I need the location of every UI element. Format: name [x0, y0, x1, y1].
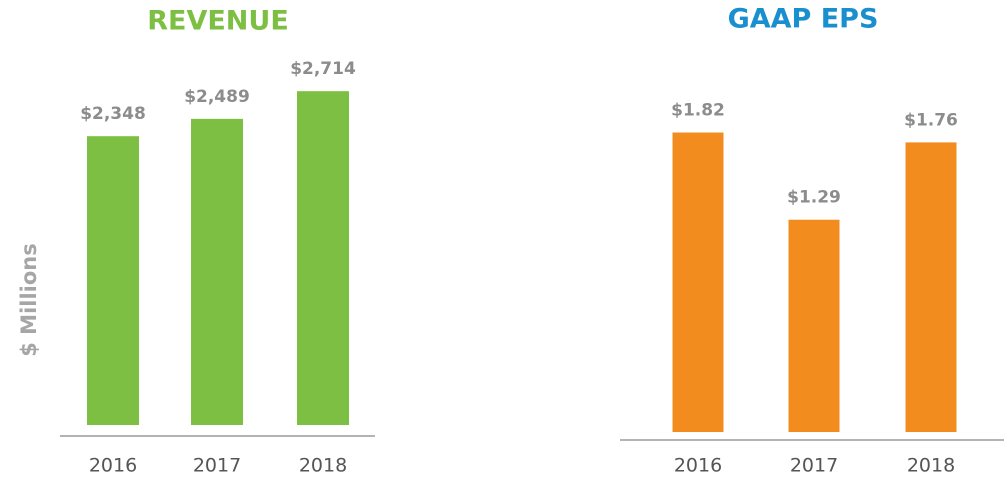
chart-title: REVENUE	[147, 6, 289, 37]
bar	[297, 91, 349, 425]
x-tick-label: 2016	[89, 455, 137, 477]
value-label: $1.29	[787, 188, 841, 208]
value-label: $2,348	[80, 104, 146, 124]
bar	[87, 136, 139, 426]
x-tick-label: 2018	[299, 455, 347, 477]
bar	[788, 219, 840, 432]
chart-title: GAAP EPS	[728, 4, 879, 35]
y-axis-label: $ Millions	[17, 243, 41, 357]
bar	[905, 142, 957, 432]
x-tick-label: 2018	[907, 455, 955, 477]
x-tick-label: 2017	[790, 455, 838, 477]
x-tick-label: 2017	[193, 455, 241, 477]
bar	[672, 132, 724, 432]
bar	[191, 118, 243, 425]
value-label: $1.76	[904, 110, 958, 130]
value-label: $2,714	[290, 59, 356, 79]
value-label: $1.82	[671, 101, 725, 121]
value-label: $2,489	[184, 87, 250, 107]
x-tick-label: 2016	[674, 455, 722, 477]
